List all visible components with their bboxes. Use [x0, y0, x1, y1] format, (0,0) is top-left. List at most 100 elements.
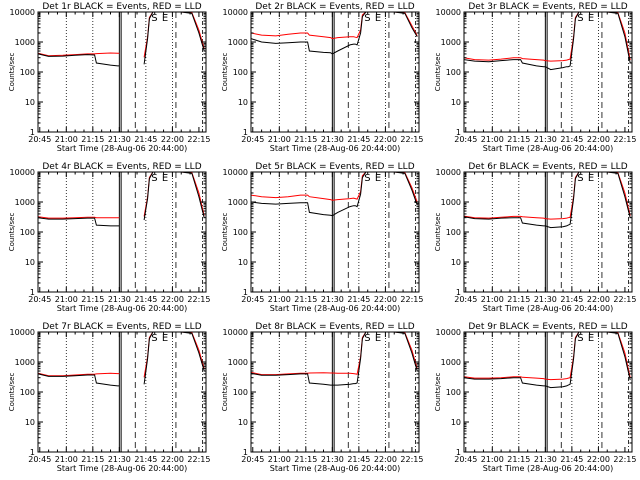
- y-axis-label: Counts/sec: [221, 213, 229, 252]
- x-tick-label: 22:15: [187, 295, 210, 304]
- x-axis-label: Start Time (28-Aug-06 20:44:00): [57, 464, 188, 473]
- y-tick-label: 1: [243, 288, 248, 297]
- x-tick-label: 21:45: [347, 135, 370, 144]
- plot-frame: [37, 331, 207, 453]
- y-tick-label: 10: [238, 98, 248, 107]
- y-tick-label: 10000: [223, 328, 248, 337]
- y-axis-label: Counts/sec: [434, 373, 442, 412]
- x-axis-label: Start Time (28-Aug-06 20:44:00): [483, 144, 614, 153]
- panel-title: Det 1r BLACK = Events, RED = LLD: [42, 2, 201, 12]
- flag-label: S: [577, 333, 583, 344]
- y-tick-label: 100: [446, 228, 461, 237]
- y-tick-label: 1000: [15, 358, 35, 367]
- plot-frame: [250, 331, 420, 453]
- y-tick-label: 1: [243, 128, 248, 137]
- panel-title: Det 6r BLACK = Events, RED = LLD: [468, 162, 627, 172]
- y-tick-label: 1000: [228, 198, 248, 207]
- x-tick-label: 21:30: [108, 455, 131, 464]
- plot-frame: [250, 11, 420, 133]
- x-tick-label: 22:00: [161, 455, 184, 464]
- x-tick-label: 21:00: [268, 455, 291, 464]
- x-tick-label: 20:45: [454, 455, 477, 464]
- y-tick-label: 10: [25, 258, 35, 267]
- x-tick-label: 21:15: [294, 295, 317, 304]
- x-axis-label: Start Time (28-Aug-06 20:44:00): [270, 304, 401, 313]
- x-axis-label: Start Time (28-Aug-06 20:44:00): [57, 144, 188, 153]
- x-tick-label: 21:00: [55, 455, 78, 464]
- y-axis-label: Counts/sec: [221, 53, 229, 92]
- y-axis-label: Counts/sec: [221, 373, 229, 412]
- x-tick-label: 21:30: [534, 455, 557, 464]
- x-tick-label: 21:30: [321, 295, 344, 304]
- x-tick-label: 22:00: [161, 135, 184, 144]
- y-tick-label: 1: [456, 448, 461, 457]
- panel-title: Det 5r BLACK = Events, RED = LLD: [255, 162, 414, 172]
- x-tick-label: 20:45: [241, 135, 264, 144]
- y-tick-label: 100: [20, 68, 35, 77]
- x-tick-label: 21:15: [507, 135, 530, 144]
- x-tick-label: 21:00: [268, 295, 291, 304]
- x-axis-label: Start Time (28-Aug-06 20:44:00): [57, 304, 188, 313]
- y-tick-label: 10000: [436, 8, 461, 17]
- x-tick-label: 22:15: [613, 295, 636, 304]
- x-tick-label: 22:15: [400, 135, 423, 144]
- flag-label: S: [151, 173, 157, 184]
- plot-frame: [37, 11, 207, 133]
- y-axis-label: Counts/sec: [434, 213, 442, 252]
- x-tick-label: 22:00: [374, 455, 397, 464]
- x-tick-label: 21:15: [294, 135, 317, 144]
- x-tick-label: 20:45: [454, 295, 477, 304]
- flag-label: E: [375, 13, 381, 24]
- x-tick-label: 22:15: [613, 135, 636, 144]
- x-tick-label: 20:45: [454, 135, 477, 144]
- y-tick-label: 10: [238, 258, 248, 267]
- flag-label: E: [375, 333, 381, 344]
- plot-frame: [250, 171, 420, 293]
- x-tick-label: 20:45: [28, 295, 51, 304]
- x-axis-label: Start Time (28-Aug-06 20:44:00): [483, 304, 614, 313]
- x-tick-label: 21:00: [481, 455, 504, 464]
- flag-label: E: [588, 173, 594, 184]
- x-axis-label: Start Time (28-Aug-06 20:44:00): [270, 144, 401, 153]
- flag-label: E: [162, 333, 168, 344]
- flag-label: E: [162, 173, 168, 184]
- y-tick-label: 1: [30, 448, 35, 457]
- y-tick-label: 1000: [441, 198, 461, 207]
- y-tick-label: 10: [25, 418, 35, 427]
- flag-label: S: [364, 333, 370, 344]
- flag-label: E: [375, 173, 381, 184]
- y-tick-label: 1000: [15, 38, 35, 47]
- y-axis-label: Counts/sec: [8, 53, 16, 92]
- x-tick-label: 22:00: [587, 135, 610, 144]
- flag-label: S: [577, 13, 583, 24]
- panel-title: Det 8r BLACK = Events, RED = LLD: [255, 322, 414, 332]
- x-tick-label: 21:15: [81, 455, 104, 464]
- x-tick-label: 21:30: [108, 135, 131, 144]
- x-tick-label: 21:45: [134, 135, 157, 144]
- x-tick-label: 21:00: [55, 295, 78, 304]
- y-tick-label: 100: [233, 388, 248, 397]
- plot-frame: [37, 171, 207, 293]
- x-tick-label: 21:15: [81, 295, 104, 304]
- y-tick-label: 10: [451, 98, 461, 107]
- panel-title: Det 9r BLACK = Events, RED = LLD: [468, 322, 627, 332]
- flag-label: S: [151, 13, 157, 24]
- flag-label: S: [364, 13, 370, 24]
- y-tick-label: 100: [20, 388, 35, 397]
- x-tick-label: 22:00: [161, 295, 184, 304]
- x-tick-label: 22:00: [374, 135, 397, 144]
- x-tick-label: 21:30: [534, 135, 557, 144]
- panel-title: Det 3r BLACK = Events, RED = LLD: [468, 2, 627, 12]
- x-tick-label: 20:45: [241, 455, 264, 464]
- x-tick-label: 21:15: [81, 135, 104, 144]
- y-tick-label: 1000: [228, 38, 248, 47]
- x-axis-label: Start Time (28-Aug-06 20:44:00): [270, 464, 401, 473]
- x-tick-label: 22:15: [400, 455, 423, 464]
- y-tick-label: 10000: [223, 8, 248, 17]
